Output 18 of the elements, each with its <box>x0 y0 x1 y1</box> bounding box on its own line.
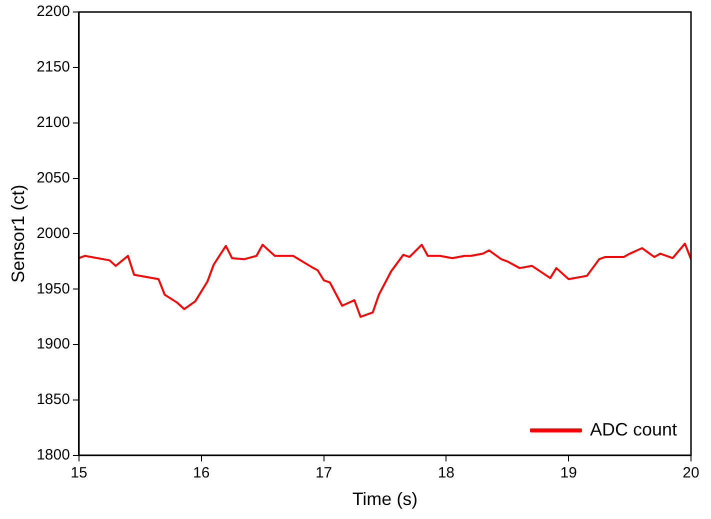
x-tick-label: 18 <box>438 464 455 482</box>
legend-label: ADC count <box>590 419 678 440</box>
y-tick-label: 1900 <box>36 336 70 353</box>
y-tick-label: 2000 <box>36 224 70 242</box>
x-tick-label: 15 <box>70 464 88 482</box>
x-tick-label: 16 <box>193 464 210 482</box>
y-tick-label: 1800 <box>36 446 70 464</box>
x-tick-label: 19 <box>560 464 577 482</box>
x-tick-label: 17 <box>315 464 332 482</box>
y-tick-label: 2100 <box>36 114 70 131</box>
x-tick-label: 20 <box>682 464 700 482</box>
y-tick-label: 2200 <box>36 3 70 20</box>
y-tick-label: 2050 <box>36 169 70 186</box>
y-tick-label: 1950 <box>36 280 70 298</box>
y-tick-label: 2150 <box>36 58 70 76</box>
y-axis-title: Sensor1 (ct) <box>8 184 28 283</box>
x-axis-title: Time (s) <box>352 489 418 510</box>
y-tick-label: 1850 <box>36 391 70 408</box>
